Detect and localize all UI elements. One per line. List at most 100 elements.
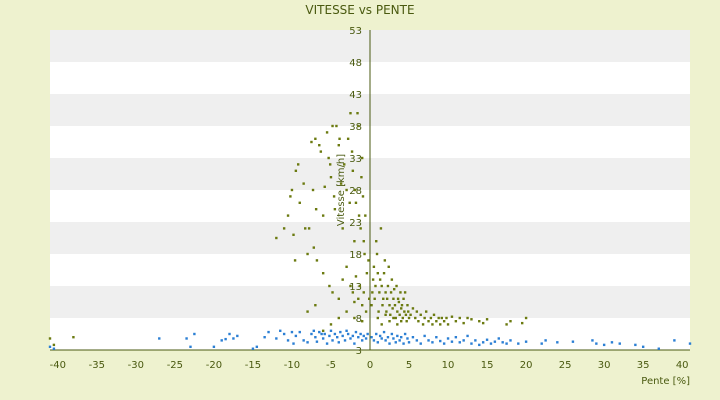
- data-point: [282, 332, 286, 336]
- data-point: [331, 339, 334, 342]
- data-point: [372, 265, 376, 268]
- data-point: [362, 240, 365, 243]
- x-tick-label: -10: [284, 360, 300, 371]
- data-point: [189, 345, 192, 348]
- data-point: [634, 343, 637, 347]
- data-point: [357, 214, 361, 217]
- data-point: [52, 347, 56, 350]
- data-point: [406, 337, 409, 340]
- x-tick-label: 15: [481, 360, 494, 371]
- data-point: [193, 332, 196, 336]
- data-point: [364, 214, 367, 217]
- data-point: [657, 347, 660, 350]
- data-point: [411, 336, 415, 339]
- data-point: [673, 339, 676, 342]
- data-point: [429, 316, 433, 320]
- data-point: [398, 313, 401, 316]
- data-point: [384, 313, 387, 316]
- x-axis-label: Pente [%]: [641, 376, 690, 387]
- data-point: [437, 316, 440, 320]
- data-point: [450, 340, 454, 343]
- data-point: [427, 320, 430, 323]
- data-point: [318, 330, 321, 334]
- data-point: [415, 339, 419, 342]
- data-point: [327, 156, 330, 160]
- data-point: [493, 340, 497, 343]
- data-point: [466, 316, 469, 320]
- data-point: [595, 342, 598, 345]
- data-point: [353, 300, 356, 304]
- data-point: [290, 330, 294, 334]
- data-point: [185, 337, 188, 340]
- data-point: [354, 201, 358, 204]
- data-point: [337, 144, 340, 147]
- data-point: [310, 332, 313, 336]
- y-axis-label: Vitesse [km/h]: [336, 154, 347, 226]
- data-point: [351, 334, 355, 338]
- data-point: [400, 320, 403, 323]
- data-point: [380, 337, 383, 340]
- data-point: [524, 316, 528, 320]
- data-point: [390, 332, 394, 336]
- data-point: [353, 188, 357, 192]
- data-point: [307, 227, 311, 230]
- data-point: [351, 291, 355, 294]
- data-point: [396, 310, 399, 313]
- data-point: [379, 227, 383, 230]
- data-point: [348, 201, 351, 204]
- data-point: [314, 304, 317, 307]
- data-point: [571, 340, 575, 343]
- data-point: [286, 339, 290, 342]
- data-point: [282, 227, 286, 230]
- data-point: [376, 316, 380, 320]
- data-point: [289, 195, 292, 198]
- data-point: [310, 140, 313, 144]
- data-point: [306, 252, 309, 256]
- data-point: [427, 339, 430, 342]
- data-point: [353, 342, 356, 345]
- data-point: [396, 334, 399, 338]
- data-point: [362, 291, 365, 294]
- data-point: [424, 310, 428, 313]
- data-point: [323, 332, 326, 336]
- data-point: [454, 320, 458, 323]
- data-point: [591, 339, 594, 342]
- data-point: [400, 304, 404, 307]
- data-point: [380, 323, 383, 326]
- data-point: [400, 307, 403, 310]
- y-tick-label: 43: [349, 90, 362, 101]
- data-point: [293, 259, 297, 262]
- data-point: [385, 310, 388, 313]
- data-point: [478, 343, 481, 347]
- data-point: [292, 233, 295, 236]
- data-point: [362, 334, 365, 338]
- data-point: [641, 345, 645, 348]
- data-point: [489, 342, 493, 345]
- data-point: [372, 339, 376, 342]
- chart-title: VITESSE vs PENTE: [305, 3, 414, 17]
- data-point: [409, 313, 412, 316]
- data-point: [304, 227, 307, 230]
- data-point: [375, 240, 378, 243]
- data-point: [402, 297, 405, 300]
- data-point: [610, 341, 614, 344]
- data-point: [337, 316, 340, 320]
- data-point: [335, 124, 338, 128]
- data-point: [357, 297, 360, 300]
- data-point: [618, 342, 621, 345]
- data-point: [384, 291, 387, 294]
- data-point: [398, 339, 401, 342]
- data-point: [314, 336, 317, 339]
- data-point: [294, 169, 298, 172]
- data-point: [374, 284, 377, 288]
- data-point: [224, 337, 227, 341]
- x-tick-label: -30: [128, 360, 144, 371]
- data-point: [349, 284, 352, 288]
- data-point: [423, 316, 426, 320]
- data-point: [296, 163, 300, 166]
- data-point: [392, 337, 395, 340]
- data-point: [501, 341, 504, 344]
- data-point: [403, 310, 406, 313]
- data-point: [377, 310, 380, 313]
- data-point: [360, 320, 364, 323]
